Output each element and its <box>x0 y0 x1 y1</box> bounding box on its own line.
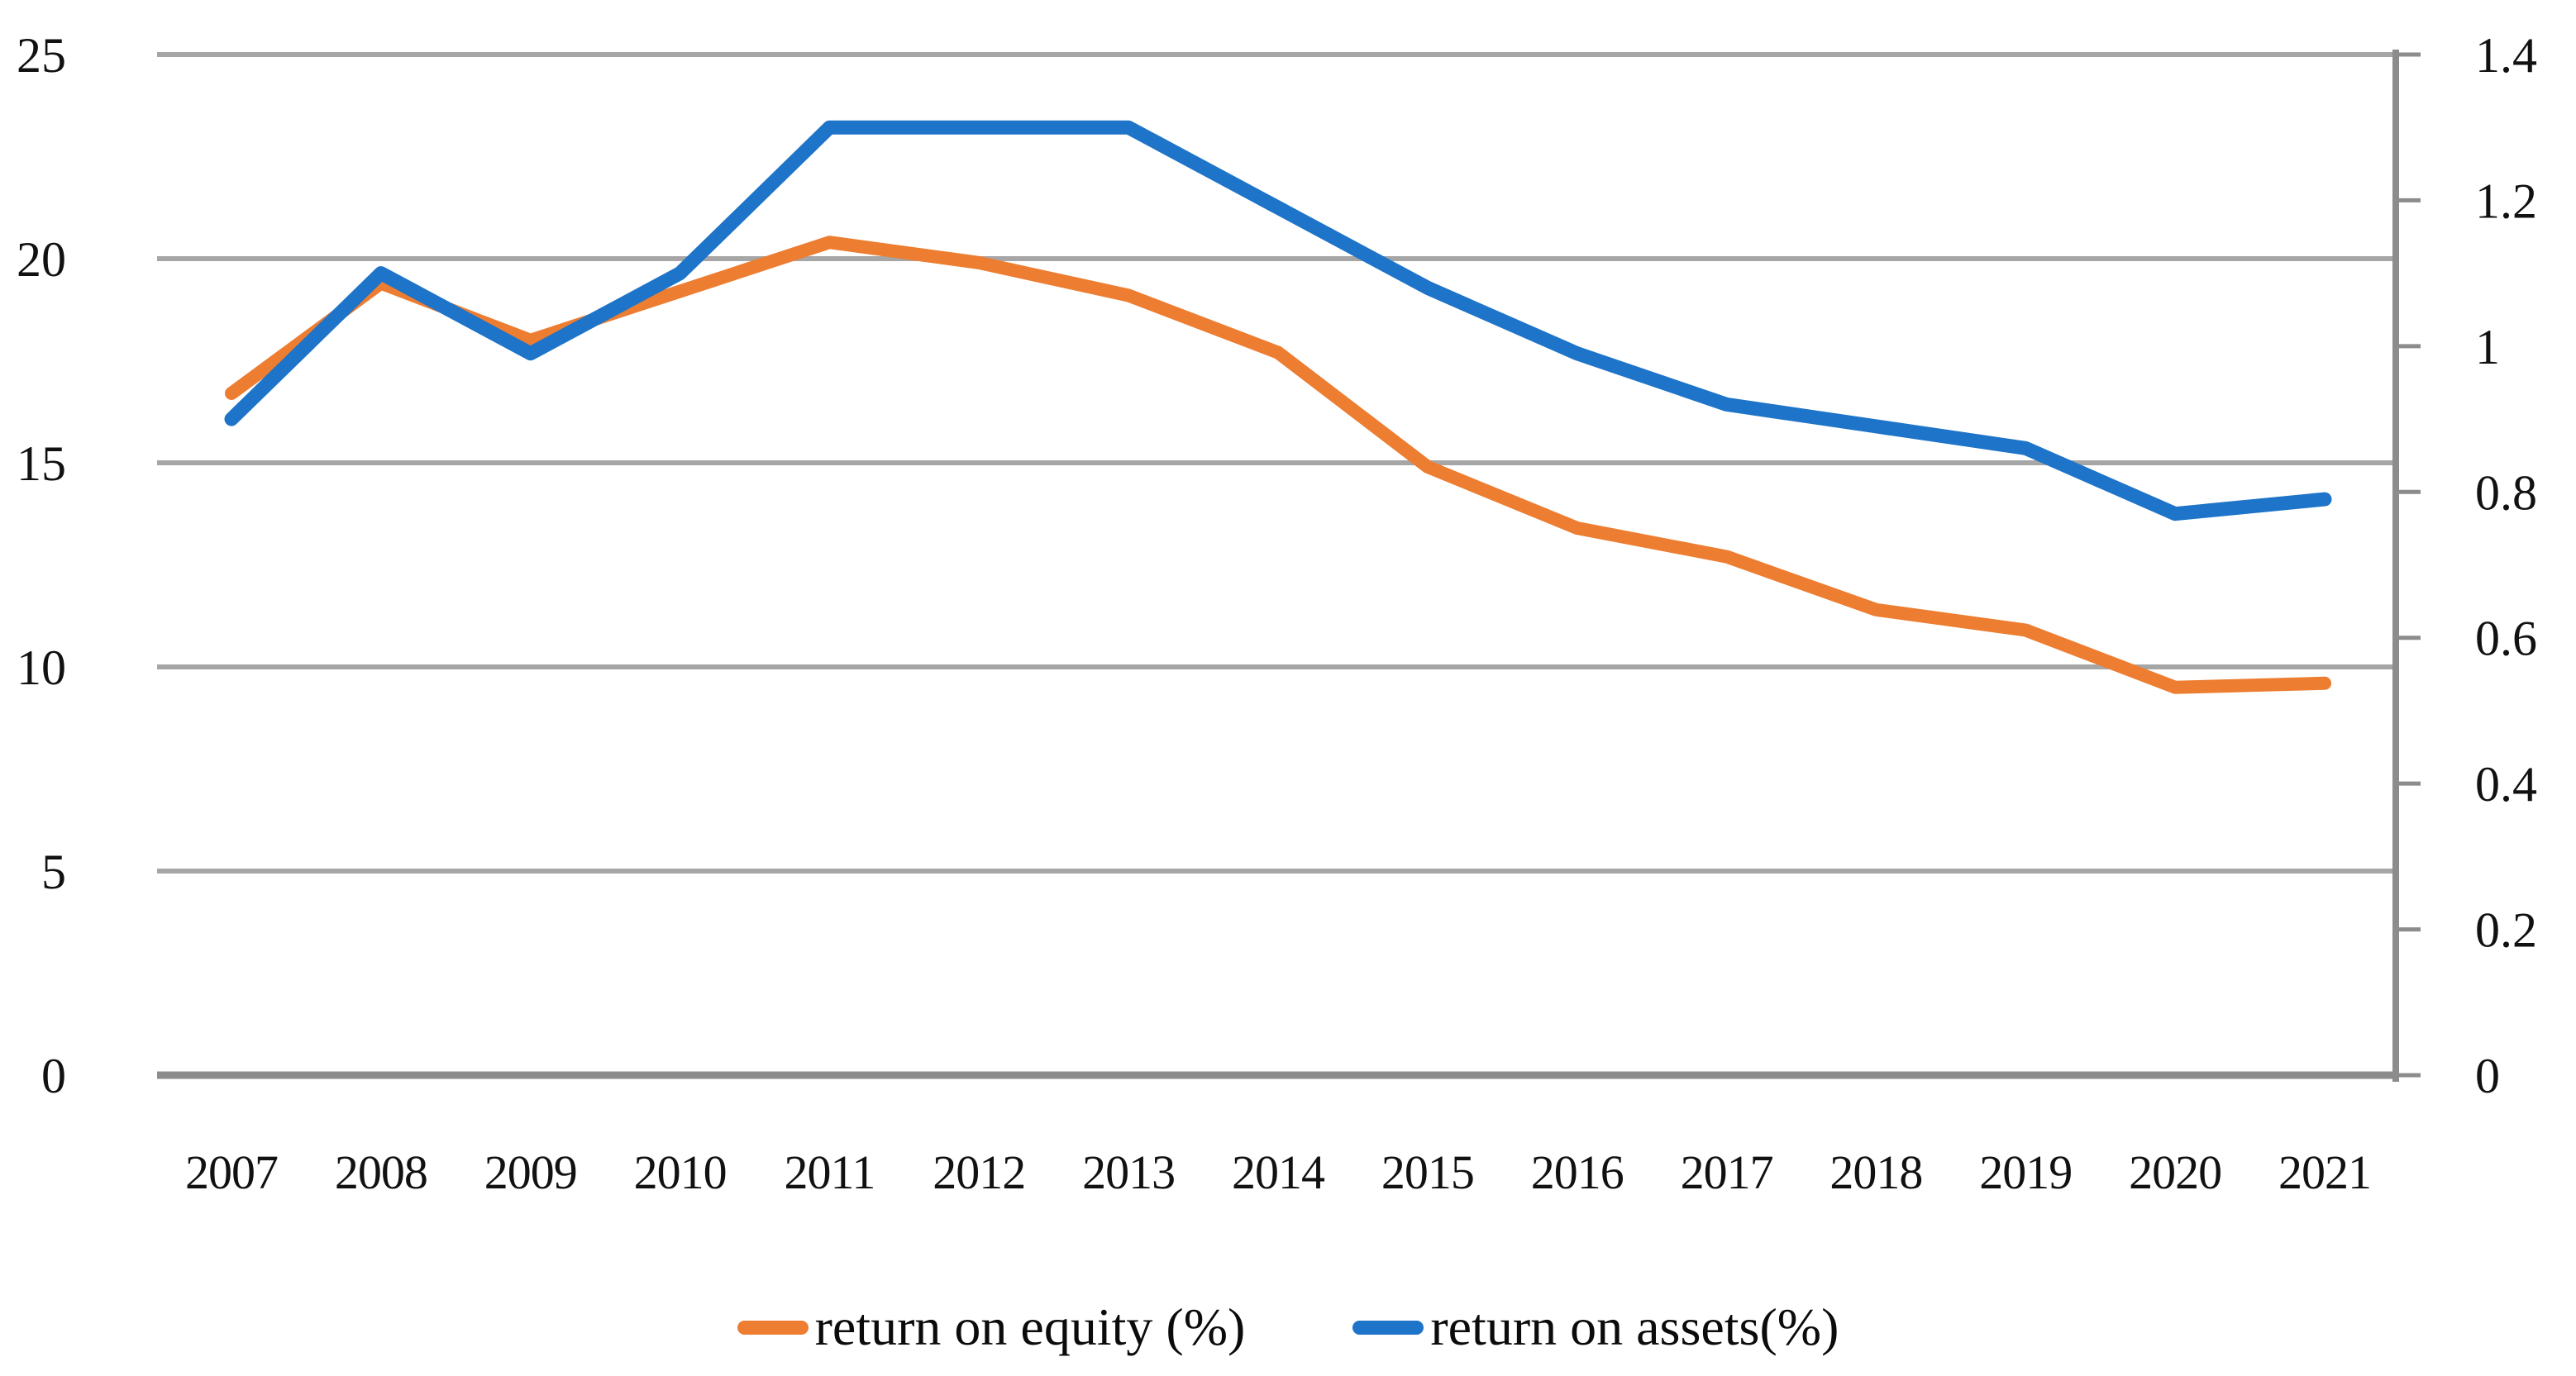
x-axis-label-2020: 2020 <box>2129 1145 2221 1199</box>
x-axis-label-2017: 2017 <box>1681 1145 1773 1199</box>
left-axis-label-5: 5 <box>41 845 66 899</box>
x-axis-label-2019: 2019 <box>1979 1145 2072 1199</box>
x-axis-label-2008: 2008 <box>335 1145 427 1199</box>
x-axis-label-2007: 2007 <box>185 1145 278 1199</box>
left-axis-label-15: 15 <box>17 436 66 491</box>
right-axis-label-1.2: 1.2 <box>2475 174 2537 228</box>
legend-label-return-on-equity: return on equity (%) <box>814 1297 1246 1356</box>
right-axis-label-0.6: 0.6 <box>2475 612 2537 666</box>
x-axis-label-2018: 2018 <box>1829 1145 1922 1199</box>
right-axis-label-0.8: 0.8 <box>2475 465 2537 520</box>
legend-item-return-on-equity: return on equity (%) <box>737 1297 1246 1358</box>
legend-swatch-equity-line <box>737 1320 809 1335</box>
right-axis-label-1.4: 1.4 <box>2475 28 2537 83</box>
left-axis-label-0: 0 <box>41 1049 66 1103</box>
x-axis-label-2016: 2016 <box>1531 1145 1624 1199</box>
x-axis-label-2011: 2011 <box>784 1145 875 1199</box>
left-axis-label-10: 10 <box>17 640 66 695</box>
legend-swatch-assets-line <box>1352 1320 1424 1335</box>
legend-item-return-on-assets: return on assets(%) <box>1352 1297 1839 1358</box>
left-axis-label-25: 25 <box>17 28 66 83</box>
right-axis-label-1: 1 <box>2475 320 2500 374</box>
x-axis-label-2012: 2012 <box>933 1145 1025 1199</box>
x-axis-label-2010: 2010 <box>634 1145 727 1199</box>
left-axis-label-20: 20 <box>17 232 66 287</box>
series-line-return-on-assets <box>224 120 2332 521</box>
right-axis-label-0.2: 0.2 <box>2475 903 2537 958</box>
x-axis-label-2009: 2009 <box>484 1145 577 1199</box>
legend-label-return-on-assets: return on assets(%) <box>1430 1297 1839 1356</box>
right-axis-label-0: 0 <box>2475 1049 2500 1103</box>
x-axis-label-2015: 2015 <box>1381 1145 1474 1199</box>
right-axis-label-0.4: 0.4 <box>2475 757 2537 812</box>
x-axis-label-2014: 2014 <box>1232 1145 1325 1199</box>
x-axis-label-2013: 2013 <box>1082 1145 1175 1199</box>
x-axis-label-2021: 2021 <box>2278 1145 2371 1199</box>
chart-legend: return on equity (%) return on assets(%) <box>0 1286 2576 1369</box>
